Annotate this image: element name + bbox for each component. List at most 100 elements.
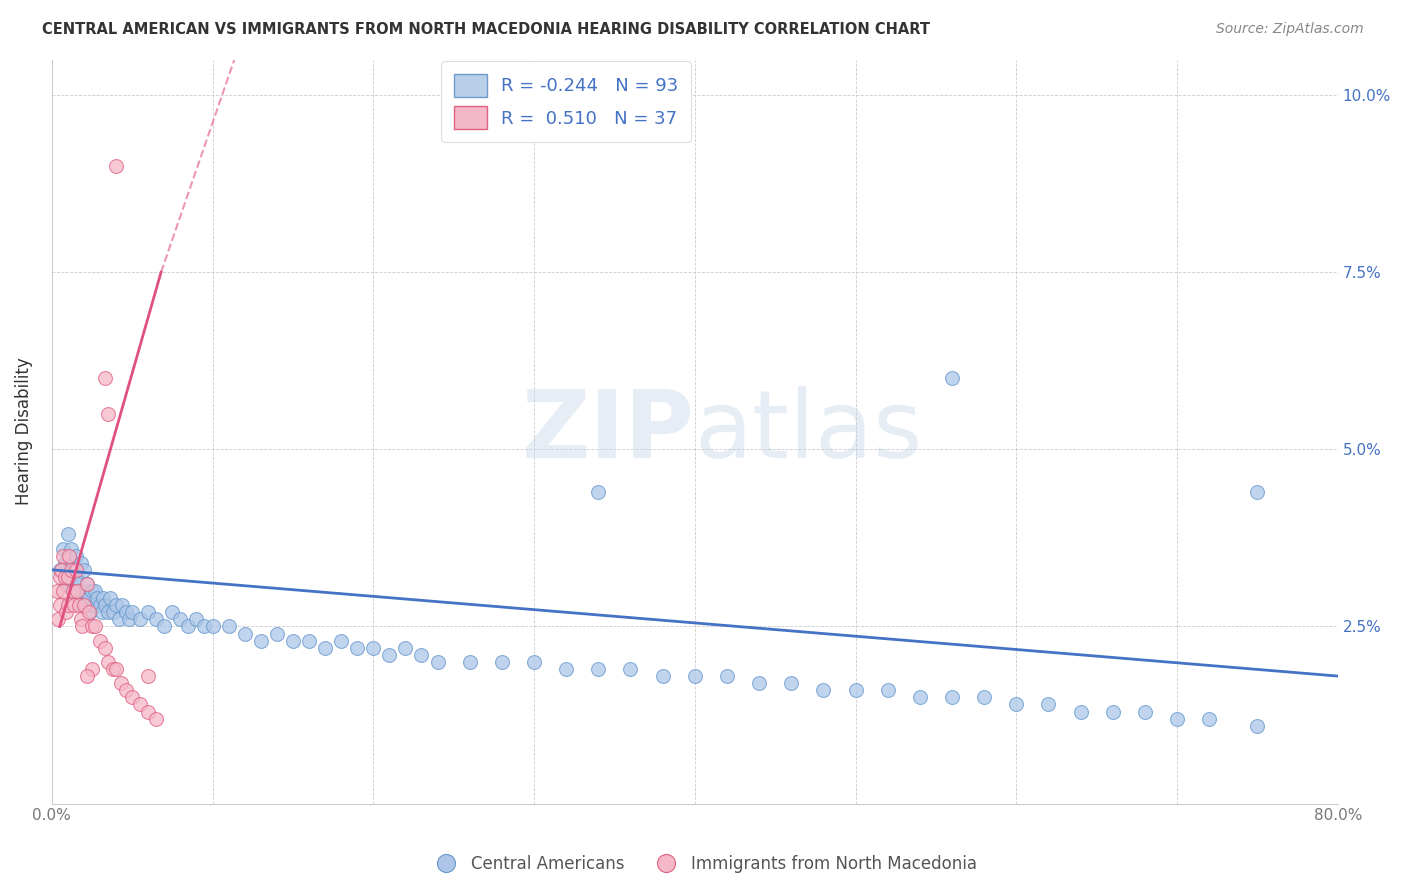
Point <box>77 605 100 619</box>
Point <box>69 612 91 626</box>
Point <box>51 563 73 577</box>
Point <box>69 584 91 599</box>
Point <box>908 690 931 705</box>
Point <box>55 605 77 619</box>
Point <box>49 563 72 577</box>
Point <box>58 570 80 584</box>
Point <box>63 598 86 612</box>
Point <box>52 549 75 563</box>
Point <box>619 662 641 676</box>
Point <box>780 676 803 690</box>
Point <box>330 633 353 648</box>
Point <box>844 683 866 698</box>
Point <box>62 584 84 599</box>
Point <box>121 690 143 705</box>
Point <box>62 556 84 570</box>
Point <box>378 648 401 662</box>
Point <box>56 527 79 541</box>
Point <box>118 612 141 626</box>
Point <box>1101 705 1123 719</box>
Point <box>53 556 76 570</box>
Point <box>83 598 105 612</box>
Point <box>52 584 75 599</box>
Point <box>1133 705 1156 719</box>
Point <box>1070 705 1092 719</box>
Point <box>136 669 159 683</box>
Point <box>53 570 76 584</box>
Point <box>145 712 167 726</box>
Point <box>121 605 143 619</box>
Point <box>193 619 215 633</box>
Point <box>249 633 271 648</box>
Point <box>523 655 546 669</box>
Point <box>65 563 87 577</box>
Point <box>58 549 80 563</box>
Point <box>52 541 75 556</box>
Legend: R = -0.244   N = 93, R =  0.510   N = 37: R = -0.244 N = 93, R = 0.510 N = 37 <box>441 62 690 142</box>
Legend: Central Americans, Immigrants from North Macedonia: Central Americans, Immigrants from North… <box>422 848 984 880</box>
Point <box>177 619 200 633</box>
Point <box>458 655 481 669</box>
Point <box>77 591 100 606</box>
Point <box>79 605 101 619</box>
Point <box>114 605 136 619</box>
Point <box>346 640 368 655</box>
Text: CENTRAL AMERICAN VS IMMIGRANTS FROM NORTH MACEDONIA HEARING DISABILITY CORRELATI: CENTRAL AMERICAN VS IMMIGRANTS FROM NORT… <box>42 22 931 37</box>
Point <box>1198 712 1220 726</box>
Point <box>218 619 240 633</box>
Point <box>941 690 963 705</box>
Point <box>97 605 120 619</box>
Point <box>108 612 131 626</box>
Point <box>394 640 416 655</box>
Point <box>84 584 107 599</box>
Point <box>588 484 610 499</box>
Point <box>281 633 304 648</box>
Point <box>298 633 321 648</box>
Point <box>56 549 79 563</box>
Point <box>101 605 124 619</box>
Point <box>105 159 128 173</box>
Point <box>136 605 159 619</box>
Point <box>233 626 256 640</box>
Point <box>49 598 72 612</box>
Point <box>66 577 89 591</box>
Point <box>101 662 124 676</box>
Y-axis label: Hearing Disability: Hearing Disability <box>15 358 32 506</box>
Point <box>1246 484 1268 499</box>
Point <box>86 591 108 606</box>
Point <box>1166 712 1188 726</box>
Text: Source: ZipAtlas.com: Source: ZipAtlas.com <box>1216 22 1364 37</box>
Point <box>169 612 191 626</box>
Point <box>89 598 111 612</box>
Point <box>67 591 90 606</box>
Point <box>588 662 610 676</box>
Point <box>56 598 79 612</box>
Point <box>90 605 112 619</box>
Point <box>201 619 224 633</box>
Point <box>75 598 97 612</box>
Point <box>94 640 117 655</box>
Point <box>76 577 98 591</box>
Point <box>941 371 963 385</box>
Point <box>56 570 79 584</box>
Point <box>129 698 152 712</box>
Point <box>748 676 770 690</box>
Point <box>63 563 86 577</box>
Point <box>876 683 898 698</box>
Point <box>1246 719 1268 733</box>
Point <box>129 612 152 626</box>
Point <box>94 598 117 612</box>
Point <box>66 584 89 599</box>
Point <box>153 619 176 633</box>
Point <box>91 591 114 606</box>
Point <box>411 648 433 662</box>
Point <box>266 626 288 640</box>
Point <box>973 690 995 705</box>
Point <box>73 563 96 577</box>
Point <box>426 655 449 669</box>
Point <box>69 556 91 570</box>
Point <box>62 584 84 599</box>
Point <box>145 612 167 626</box>
Point <box>89 633 111 648</box>
Point <box>80 662 103 676</box>
